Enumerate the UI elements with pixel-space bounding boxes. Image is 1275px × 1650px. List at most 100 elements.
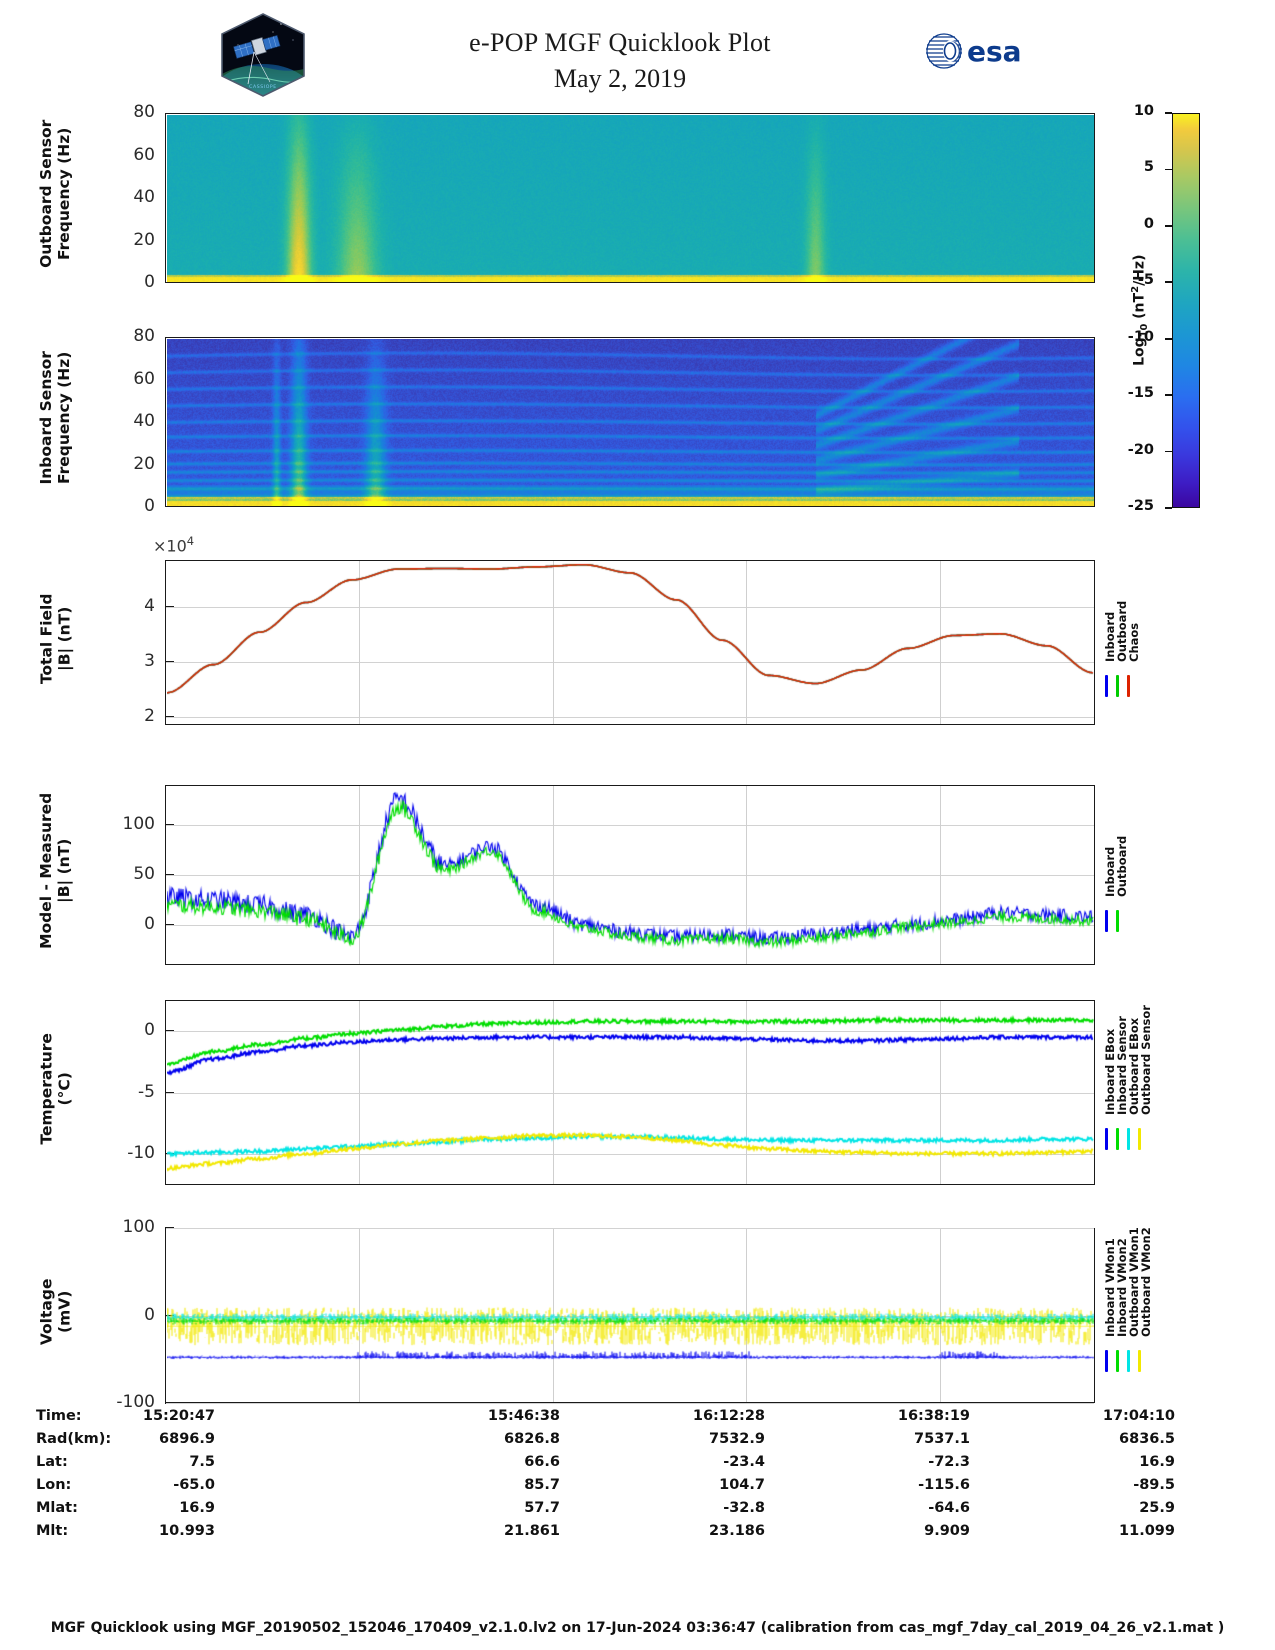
ytick-temperature: -5 [138, 1081, 155, 1102]
ytick-inboard-spectrogram: 20 [133, 453, 155, 474]
table-cell: 23.186 [709, 1523, 765, 1539]
ytick-inboard-spectrogram: 80 [133, 326, 155, 346]
legend-swatch-temperature [1138, 1128, 1141, 1151]
ytick-voltage: -100 [116, 1392, 155, 1412]
ylabel-voltage: Voltage (mV) [37, 1278, 73, 1345]
legend-swatch-model-minus-measured [1116, 909, 1119, 932]
legend-swatch-temperature [1127, 1128, 1130, 1151]
table-cell: 21.861 [504, 1523, 560, 1539]
table-row-label: Mlat: [36, 1500, 78, 1516]
legend-label-temperature: Outboard Sensor [1139, 1004, 1153, 1115]
table-cell: 17:04:10 [1102, 1408, 1175, 1424]
colorbar-gradient [1172, 113, 1200, 508]
table-cell: -64.6 [928, 1500, 970, 1516]
table-row-label: Lon: [36, 1477, 72, 1493]
ytick-total-field: 3 [144, 650, 155, 671]
patch-caption: CASSIOPE [249, 84, 277, 90]
colorbar-tick-label: -10 [1127, 328, 1154, 345]
colorbar-tick-label: -5 [1137, 272, 1154, 289]
table-row: Rad(km): 6896.9 6826.8 7532.9 7537.1 6836.5 [0, 1431, 1185, 1454]
colorbar-tickmark [1165, 225, 1172, 227]
table-cell: 16.9 [1139, 1454, 1175, 1470]
table-cell: 16.9 [179, 1500, 215, 1516]
table-cell: 9.909 [924, 1523, 970, 1539]
table-cell: 15:46:38 [487, 1408, 560, 1424]
legend-swatch-total-field [1127, 674, 1130, 697]
legend-swatch-temperature [1105, 1128, 1108, 1151]
plot-canvas-inboard-spectrogram [166, 338, 1094, 506]
table-cell: 85.7 [524, 1477, 560, 1493]
ephemeris-table: Time: 15:20:47 15:46:38 16:12:28 16:38:19 17:… [0, 1408, 1185, 1546]
ytick-model-minus-measured: 50 [133, 864, 155, 884]
ylabel-temperature: Temperature (°C) [37, 1032, 73, 1145]
ytick-outboard-spectrogram: 40 [133, 187, 155, 207]
legend-swatch-voltage [1116, 1349, 1119, 1372]
ylabel-outboard-spectrogram: Outboard Sensor Frequency (Hz) [37, 119, 73, 268]
colorbar-tick-label: 10 [1133, 103, 1154, 119]
colorbar-tick-label: -20 [1127, 441, 1154, 458]
table-cell: 7.5 [189, 1454, 215, 1470]
colorbar-tickmark [1165, 507, 1172, 509]
ylabel-total-field: Total Field |B| (nT) [37, 593, 73, 684]
table-row: Lat: 7.5 66.6 -23.4 -72.3 16.9 [0, 1454, 1185, 1477]
table-cell: 16:12:28 [692, 1408, 765, 1424]
table-cell: -72.3 [928, 1454, 970, 1470]
axis-multiplier-total-field: ×104 [153, 534, 195, 556]
table-cell: -23.4 [723, 1454, 765, 1470]
esa-wordmark: esa [967, 35, 1022, 68]
table-row: Time: 15:20:47 15:46:38 16:12:28 16:38:19 17:… [0, 1408, 1185, 1431]
table-cell: 11.099 [1119, 1523, 1175, 1539]
legend-label-total-field: Chaos [1127, 623, 1141, 663]
legend-swatch-temperature [1116, 1128, 1119, 1151]
table-row: Mlt: 10.993 21.861 23.186 9.909 11.099 [0, 1523, 1185, 1546]
colorbar-label: Log10 (nT2/Hz) [1129, 254, 1151, 366]
colorbar-tick-label: 5 [1143, 159, 1154, 176]
table-cell: 6826.8 [504, 1431, 560, 1447]
legend-swatch-voltage [1138, 1349, 1141, 1372]
ytick-inboard-spectrogram: 60 [133, 368, 155, 389]
colorbar-tick-label: -15 [1127, 385, 1154, 402]
table-cell: 16:38:19 [897, 1408, 970, 1424]
plot-canvas-temperature [166, 1001, 1094, 1184]
ytick-temperature: 0 [144, 1019, 155, 1040]
table-row-label: Lat: [36, 1454, 68, 1470]
colorbar-tickmark [1165, 337, 1172, 340]
ytick-total-field: 2 [144, 705, 155, 726]
table-row-label: Mlt: [36, 1523, 69, 1539]
ytick-voltage: 100 [122, 1217, 155, 1237]
page-title: e-POP MGF Quicklook Plot May 2, 2019 [330, 28, 910, 94]
legend-label-voltage: Outboard VMon2 [1139, 1226, 1153, 1337]
title-line-main: e-POP MGF Quicklook Plot [469, 28, 771, 57]
ytick-outboard-spectrogram: 60 [133, 144, 155, 165]
table-cell: -32.8 [723, 1500, 765, 1516]
title-line-date: May 2, 2019 [553, 64, 687, 93]
legend-swatch-voltage [1105, 1349, 1108, 1372]
table-cell: 66.6 [524, 1454, 560, 1470]
plot-canvas-outboard-spectrogram [166, 114, 1094, 282]
table-cell: -115.6 [918, 1477, 970, 1493]
table-cell: 6896.9 [159, 1431, 215, 1447]
ytick-model-minus-measured: 100 [122, 814, 155, 834]
legend-swatch-model-minus-measured [1105, 909, 1108, 932]
colorbar-tickmark [1165, 394, 1172, 396]
table-cell: 7537.1 [914, 1431, 970, 1447]
plot-canvas-total-field [166, 561, 1094, 724]
ytick-inboard-spectrogram: 0 [144, 496, 155, 516]
legend-swatch-total-field [1105, 674, 1108, 697]
colorbar-tick-label: 0 [1143, 215, 1154, 232]
table-cell: 6836.5 [1119, 1431, 1175, 1447]
ytick-outboard-spectrogram: 0 [144, 272, 155, 292]
table-row: Mlat: 16.9 57.7 -32.8 -64.6 25.9 [0, 1500, 1185, 1523]
footer-caption: MGF Quicklook using MGF_20190502_152046_… [50, 1620, 1225, 1636]
table-cell: 7532.9 [709, 1431, 765, 1447]
table-cell: 15:20:47 [142, 1408, 215, 1424]
colorbar-tick-label: -25 [1127, 498, 1154, 514]
table-cell: -89.5 [1133, 1477, 1175, 1493]
table-cell: 10.993 [159, 1523, 215, 1539]
ytick-outboard-spectrogram: 80 [133, 102, 155, 122]
ytick-temperature: -10 [127, 1143, 155, 1164]
ytick-inboard-spectrogram: 40 [133, 411, 155, 431]
colorbar-tickmark [1165, 168, 1172, 171]
table-row-label: Rad(km): [36, 1431, 112, 1447]
ytick-model-minus-measured: 0 [144, 914, 155, 934]
